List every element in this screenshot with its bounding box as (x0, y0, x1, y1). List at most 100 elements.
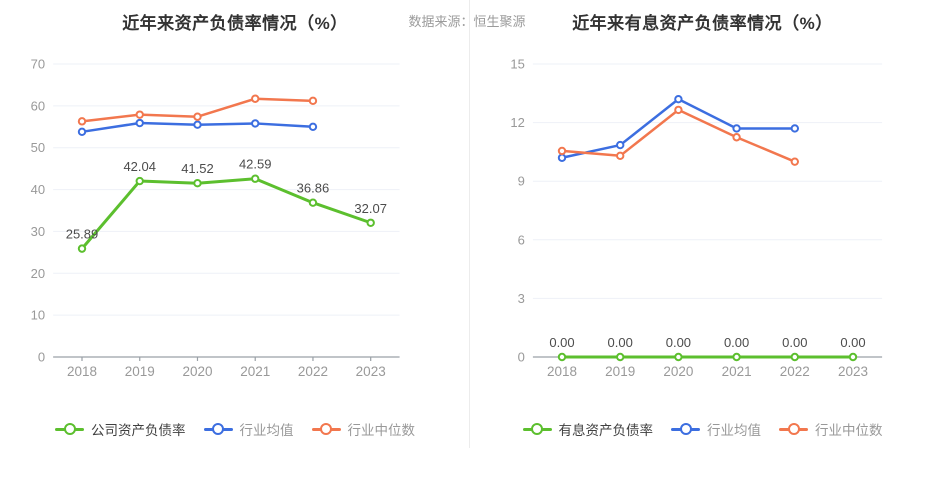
y-tick-label: 40 (31, 182, 45, 197)
data-point-marker (557, 153, 567, 162)
x-tick-label: 2020 (663, 364, 693, 379)
legend-dot (531, 423, 543, 435)
y-tick-label: 6 (518, 232, 525, 247)
y-tick-label: 20 (31, 266, 45, 281)
data-point-marker (135, 110, 144, 119)
data-point-marker (674, 105, 683, 115)
data-point-marker (616, 151, 625, 161)
legend-item[interactable]: 有息资产负债率 (522, 419, 654, 439)
legend-label: 行业均值 (707, 423, 761, 438)
y-tick-label: 0 (38, 350, 45, 365)
data-point-marker (77, 117, 87, 126)
x-tick-label: 2020 (182, 364, 212, 379)
legend-line-marker-icon (779, 422, 808, 436)
legend-item[interactable]: 行业中位数 (311, 419, 416, 439)
x-tick-label: 2023 (838, 364, 868, 379)
legend-item[interactable]: 行业均值 (671, 419, 761, 439)
x-tick-label: 2019 (125, 364, 155, 379)
y-tick-label: 9 (518, 174, 525, 189)
x-tick-label: 2018 (67, 364, 97, 379)
data-point-marker (616, 352, 625, 362)
legend-label: 公司资产负债率 (91, 423, 186, 438)
data-point-marker (193, 120, 202, 129)
value-label: 42.04 (123, 159, 156, 174)
legend-line-marker-icon (203, 422, 233, 436)
legend-item[interactable]: 公司资产负债率 (55, 419, 186, 439)
value-label: 32.07 (354, 201, 387, 216)
x-tick-label: 2018 (547, 364, 577, 379)
value-label: 0.00 (666, 335, 691, 350)
legend-label: 行业均值 (239, 423, 294, 438)
x-tick-label: 2023 (356, 364, 386, 379)
legend-label: 有息资产负债率 (558, 423, 654, 438)
data-point-marker (308, 122, 318, 131)
legend-item[interactable]: 行业中位数 (779, 419, 883, 439)
data-point-marker (135, 118, 144, 128)
data-point-marker (674, 94, 683, 104)
data-point-marker (366, 218, 375, 227)
left-chart-title: 近年来资产负债率情况（%） (122, 14, 348, 33)
value-label: 36.86 (297, 181, 330, 196)
legend-dot (320, 423, 332, 435)
y-tick-label: 70 (31, 57, 45, 72)
right-chart-title: 近年来有息资产负债率情况（%） (572, 14, 833, 33)
legend-item[interactable]: 行业均值 (203, 419, 294, 439)
data-point-marker (77, 127, 87, 137)
x-tick-label: 2021 (722, 364, 752, 379)
y-tick-label: 12 (510, 115, 524, 130)
data-point-marker (557, 352, 567, 362)
data-point-marker (616, 140, 625, 150)
data-point-marker (790, 352, 799, 362)
data-point-marker (674, 352, 683, 362)
series-line (560, 108, 797, 163)
data-point-marker (77, 244, 87, 253)
plot-0: 0 10 20 30 40 50 60 70 2018 2019 2020 2021 2022 2023 2… (31, 57, 400, 379)
legend-dot (787, 423, 800, 435)
series-line (80, 177, 373, 251)
data-point-marker (308, 198, 318, 207)
value-label: 0.00 (724, 335, 749, 350)
legend-dot (679, 423, 692, 435)
legend-line-marker-icon (311, 422, 341, 436)
data-point-marker (251, 119, 260, 128)
legend-line-marker-icon (522, 422, 552, 436)
plot-1: 0 3 6 9 12 15 2018 2019 2020 2021 2022 2023 0.00 0.00… (510, 57, 883, 379)
data-point-marker (732, 133, 741, 142)
data-point-marker (790, 124, 799, 133)
y-tick-label: 60 (31, 98, 45, 113)
y-tick-label: 50 (31, 140, 45, 155)
legend-0: 公司资产负债率 行业均值 行业中位数 (0, 414, 470, 444)
legend-1: 有息资产负债率 行业均值 行业中位数 (470, 414, 935, 444)
y-tick-label: 30 (31, 224, 45, 239)
legend-line-marker-icon (55, 422, 84, 436)
y-tick-label: 15 (510, 57, 524, 72)
data-point-marker (135, 176, 144, 186)
data-point-marker (790, 157, 799, 166)
x-tick-label: 2022 (298, 364, 328, 379)
data-point-marker (732, 124, 741, 133)
legend-label: 行业中位数 (347, 423, 416, 438)
data-point-marker (251, 174, 260, 183)
data-point-marker (251, 94, 260, 103)
value-label: 25.89 (66, 227, 99, 242)
value-label: 0.00 (549, 335, 574, 350)
data-point-marker (557, 146, 567, 156)
value-label: 42.59 (239, 157, 272, 172)
legend-label: 行业中位数 (815, 423, 883, 438)
value-label: 0.00 (840, 335, 865, 350)
data-point-marker (848, 352, 858, 362)
x-tick-label: 2021 (240, 364, 270, 379)
y-tick-label: 10 (31, 308, 45, 323)
legend-dot (212, 423, 224, 435)
x-tick-label: 2022 (780, 364, 810, 379)
panel-divider (469, 0, 470, 448)
data-point-marker (193, 112, 202, 121)
y-tick-label: 0 (518, 350, 525, 365)
legend-dot (63, 423, 76, 435)
data-point-marker (193, 179, 202, 188)
data-source-label: 数据来源：恒生聚源 (408, 14, 526, 29)
value-label: 0.00 (782, 335, 807, 350)
value-label: 0.00 (608, 335, 633, 350)
legend-line-marker-icon (671, 422, 700, 436)
